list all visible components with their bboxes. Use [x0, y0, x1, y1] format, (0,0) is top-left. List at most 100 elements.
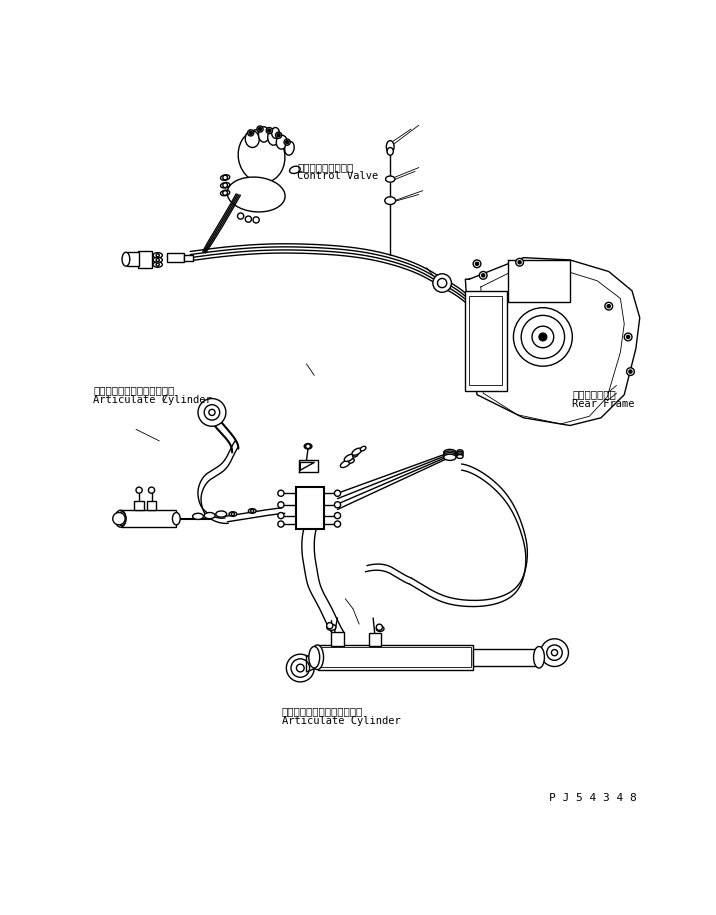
Circle shape — [326, 622, 333, 629]
Ellipse shape — [246, 131, 259, 147]
Ellipse shape — [457, 455, 463, 458]
Bar — [473, 649, 539, 666]
Bar — [167, 253, 184, 263]
Ellipse shape — [221, 175, 230, 180]
Circle shape — [334, 501, 341, 508]
Ellipse shape — [221, 190, 230, 196]
Ellipse shape — [326, 624, 336, 630]
Ellipse shape — [444, 451, 456, 458]
Circle shape — [278, 521, 284, 527]
Circle shape — [475, 263, 478, 265]
Text: Rear Frame: Rear Frame — [572, 399, 635, 409]
Circle shape — [626, 336, 629, 339]
Circle shape — [539, 333, 547, 340]
Text: Articulate Cylinder: Articulate Cylinder — [281, 716, 400, 726]
Circle shape — [156, 263, 159, 266]
Circle shape — [246, 216, 251, 222]
Bar — [369, 633, 381, 646]
Circle shape — [624, 333, 632, 340]
Circle shape — [136, 487, 142, 493]
Ellipse shape — [533, 647, 544, 668]
Ellipse shape — [384, 197, 396, 205]
Circle shape — [248, 130, 253, 136]
Circle shape — [276, 132, 281, 138]
Circle shape — [291, 659, 309, 677]
Ellipse shape — [352, 453, 358, 457]
Circle shape — [433, 274, 451, 292]
Circle shape — [296, 664, 304, 672]
Ellipse shape — [352, 448, 362, 456]
Text: リヤーフレーム: リヤーフレーム — [572, 389, 616, 399]
Circle shape — [198, 399, 226, 426]
Circle shape — [437, 278, 447, 287]
Ellipse shape — [344, 454, 354, 461]
Circle shape — [278, 490, 284, 496]
Ellipse shape — [271, 127, 279, 138]
Circle shape — [521, 316, 565, 359]
Circle shape — [251, 510, 253, 512]
Circle shape — [156, 258, 159, 262]
Circle shape — [376, 624, 382, 630]
Ellipse shape — [115, 511, 126, 527]
Circle shape — [473, 260, 481, 268]
Bar — [184, 254, 193, 261]
Ellipse shape — [349, 458, 354, 463]
Circle shape — [605, 302, 613, 310]
Ellipse shape — [444, 449, 456, 456]
Ellipse shape — [153, 253, 163, 258]
Polygon shape — [306, 653, 314, 672]
Circle shape — [204, 404, 220, 420]
Ellipse shape — [122, 253, 130, 266]
Ellipse shape — [173, 512, 180, 525]
Ellipse shape — [227, 178, 285, 212]
Ellipse shape — [387, 141, 394, 153]
Ellipse shape — [221, 182, 230, 188]
Ellipse shape — [204, 512, 215, 519]
Ellipse shape — [193, 513, 203, 520]
Ellipse shape — [153, 262, 163, 267]
Ellipse shape — [309, 647, 319, 668]
Circle shape — [223, 183, 228, 188]
Ellipse shape — [304, 444, 312, 449]
Ellipse shape — [387, 147, 393, 156]
Circle shape — [334, 521, 341, 527]
Circle shape — [258, 127, 261, 131]
Circle shape — [518, 261, 521, 264]
Circle shape — [266, 127, 272, 134]
Ellipse shape — [311, 645, 324, 670]
Bar — [508, 260, 570, 302]
Ellipse shape — [238, 129, 285, 183]
Text: Articulate Cylinder: Articulate Cylinder — [93, 394, 212, 404]
Ellipse shape — [457, 451, 463, 456]
Bar — [332, 632, 344, 646]
Circle shape — [249, 132, 252, 135]
Circle shape — [334, 512, 341, 519]
Circle shape — [626, 368, 634, 375]
Circle shape — [547, 645, 562, 661]
Polygon shape — [299, 460, 318, 472]
Ellipse shape — [457, 453, 463, 457]
Circle shape — [238, 213, 243, 219]
Ellipse shape — [289, 167, 300, 174]
Ellipse shape — [340, 460, 350, 468]
Circle shape — [223, 190, 228, 195]
Ellipse shape — [285, 142, 294, 156]
Ellipse shape — [376, 626, 384, 631]
Circle shape — [551, 650, 558, 656]
Ellipse shape — [360, 447, 366, 451]
Circle shape — [277, 134, 280, 136]
Circle shape — [629, 370, 632, 373]
Bar — [120, 511, 176, 527]
Circle shape — [257, 126, 263, 132]
Bar — [321, 647, 471, 667]
Circle shape — [253, 217, 259, 223]
Bar — [469, 296, 502, 385]
Bar — [147, 501, 156, 511]
Circle shape — [479, 272, 487, 279]
Circle shape — [513, 307, 572, 366]
Circle shape — [306, 444, 310, 448]
Ellipse shape — [118, 511, 126, 525]
Polygon shape — [465, 258, 640, 425]
Bar — [296, 487, 324, 530]
Ellipse shape — [268, 128, 280, 145]
